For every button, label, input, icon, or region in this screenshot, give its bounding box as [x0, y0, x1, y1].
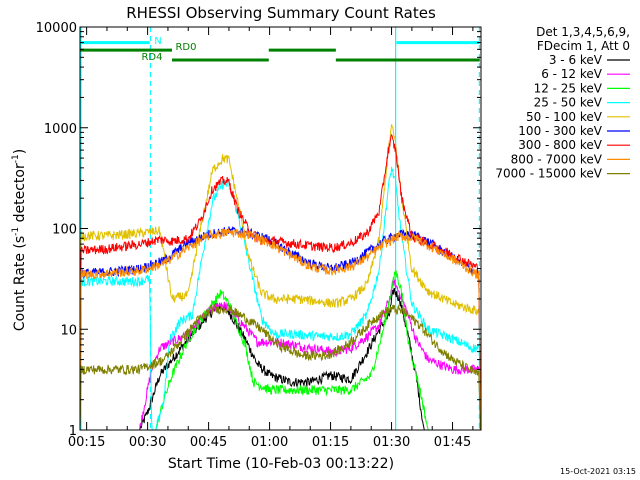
legend-entry-label: 7000 - 15000 keV — [495, 167, 602, 181]
y-tick-label: 1000 — [44, 122, 77, 137]
x-tick-label: 01:00 — [251, 435, 288, 450]
y-axis-label-part: Count Rate (s — [12, 236, 28, 331]
y-tick-label: 1 — [69, 424, 77, 439]
series-line — [79, 133, 481, 431]
legend-header: Det 1,3,4,5,6,9, — [536, 25, 630, 39]
y-axis-label-exponent: -1 — [11, 227, 21, 236]
axes: 00:15 00:30 00:45 01:00 01:15 01:30 01:45 1 10 10… — [36, 21, 482, 450]
x-tick-label: 00:15 — [68, 435, 105, 450]
legend-entry-label: 50 - 100 keV — [526, 110, 603, 124]
state-bar-label: RD0 — [175, 42, 196, 53]
svg-text:Count Rate (s-1 detector-1): Count Rate (s-1 detector-1) — [11, 149, 28, 331]
series-line — [79, 228, 481, 431]
x-tick-label: 01:30 — [373, 435, 410, 450]
y-tick-label: 100 — [52, 223, 77, 238]
series-line — [79, 124, 481, 431]
series-line — [79, 225, 481, 431]
x-tick-label: 01:15 — [312, 435, 349, 450]
series-line — [79, 303, 481, 431]
legend-entry-label: 12 - 25 keV — [534, 81, 603, 95]
y-axis-label: Count Rate (s-1 detector-1) — [11, 149, 28, 331]
legend-entry-label: 300 - 800 keV — [518, 138, 602, 152]
x-axis-label: Start Time (10-Feb-03 00:13:22) — [168, 456, 394, 472]
legend-entry-label: 800 - 7000 keV — [511, 152, 603, 166]
legend-entry-label: 100 - 300 keV — [518, 124, 602, 138]
series-line — [79, 166, 481, 431]
legend-entry-label: 3 - 6 keV — [549, 53, 603, 67]
y-tick-label: 10 — [60, 323, 77, 338]
state-bar-label: N — [154, 36, 161, 47]
legend-header: FDecim 1, Att 0 — [537, 39, 630, 53]
x-tick-label: 00:45 — [190, 435, 227, 450]
y-axis-label-part: ) — [12, 149, 28, 154]
chart-title: RHESSI Observing Summary Count Rates — [126, 4, 436, 22]
plot-area: N RD0 RD4 — [79, 27, 482, 431]
timestamp: 15-Oct-2021 03:15 — [560, 467, 636, 476]
y-axis-label-exponent: -1 — [11, 154, 21, 163]
y-axis-label-part: detector — [12, 163, 28, 227]
legend-entry-label: 6 - 12 keV — [541, 67, 603, 81]
y-tick-label: 10000 — [36, 21, 77, 36]
legend-entry-label: 25 - 50 keV — [534, 96, 603, 110]
x-tick-label: 00:30 — [129, 435, 166, 450]
series-line — [80, 269, 481, 431]
legend: Det 1,3,4,5,6,9,FDecim 1, Att 03 - 6 keV… — [495, 25, 630, 181]
x-tick-label: 01:45 — [434, 435, 471, 450]
state-bar-label: RD4 — [141, 52, 162, 63]
series-line — [80, 287, 481, 431]
series-line — [80, 279, 482, 431]
